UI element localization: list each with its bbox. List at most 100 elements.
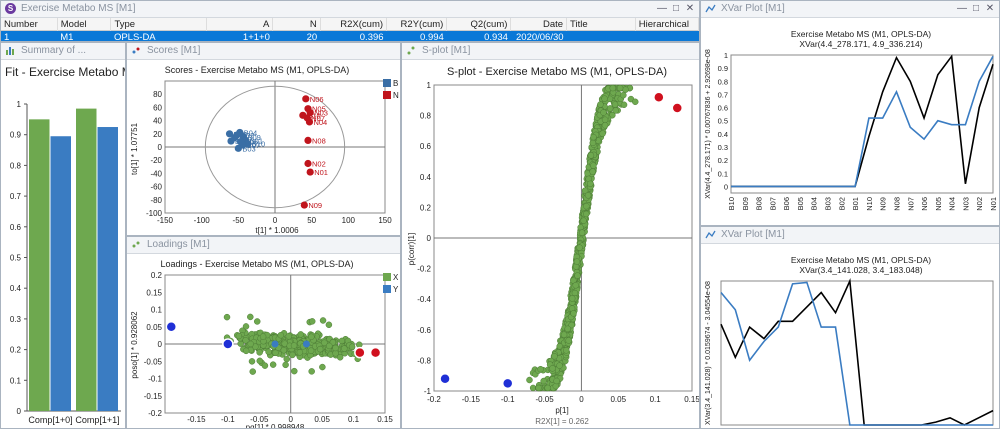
data-point [319,317,327,324]
data-point [348,343,356,351]
data-point [576,244,583,251]
column-header[interactable]: Number [1,18,58,31]
xvar1-window-title: XVar Plot [M1] [721,3,785,14]
scores-chart: Scores - Exercise Metabo MS (M1, OPLS-DA… [130,65,399,235]
point-label: N05 [312,105,326,114]
legend-label: Y [393,285,399,294]
data-point [272,349,279,357]
data-point [597,101,604,108]
column-header[interactable]: Date [510,18,568,31]
scores-window-titlebar[interactable]: Scores [M1] [127,43,400,60]
loadings-window-titlebar[interactable]: Loadings [M1] [127,237,400,254]
column-header[interactable]: R2Y(cum) [386,18,448,31]
column-header[interactable]: Title [566,18,636,31]
y-variable-point [271,340,279,348]
highlighted-point [354,346,366,359]
line-chart-icon [705,4,716,13]
data-point [584,192,592,199]
series-line [731,55,994,188]
data-point [589,168,596,175]
data-point [304,136,312,144]
column-header[interactable]: A [206,18,274,31]
column-header[interactable]: Hierarchical [635,18,699,31]
y-tick-label: 0.05 [146,323,162,332]
y-tick-label: -0.15 [144,392,163,401]
data-point [580,217,587,224]
data-point [304,159,312,168]
close-button[interactable]: ✕ [985,3,995,14]
data-point [233,131,241,139]
y-tick-label: 0.1 [718,169,728,178]
x-tick-label: -100 [194,216,211,225]
y-tick-label: -20 [150,156,162,165]
y-tick-label: -80 [150,196,162,205]
summary-chart: 0 0.1 0.2 0.3 0.4 0.5 0.6 0.7 0.8 0.9 1 Comp[1+0] Co… [10,100,121,425]
x-tick-label: 100 [342,216,356,225]
x-tick-label: B07 [768,197,777,210]
y-tick-label: 0.2 [10,346,22,355]
y-tick-label: 0 [724,182,728,191]
table-row[interactable]: 1 M1 OPLS-DA 1+1+0 20 0.396 0.994 0.934 2020/06/… [1,30,699,42]
loadings-title: Loadings - Exercise Metabo MS (M1, OPLS-… [160,259,353,269]
data-point [556,362,563,369]
highlighted-point [222,338,234,350]
column-header[interactable]: Model [57,18,112,31]
data-point [616,84,624,92]
column-header[interactable]: Type [110,18,208,31]
data-point [590,162,597,169]
x-tick-label: 0.1 [348,415,360,424]
models-window-title: Exercise Metabo MS [M1] [21,3,136,14]
x-tick-label: -0.2 [427,395,441,404]
point-label: N06 [310,95,324,104]
x-tick-label: -0.05 [535,395,554,404]
y-tick-label: 80 [153,90,162,99]
close-button[interactable]: ✕ [685,3,695,14]
y-tick-label: 0.2 [718,156,728,165]
y-tick-label: -0.2 [148,409,162,418]
xvar2-window-titlebar[interactable]: XVar Plot [M1] [701,227,999,244]
models-window-titlebar[interactable]: S Exercise Metabo MS [M1] — □ ✕ [1,1,699,18]
column-header[interactable]: Q2(cum) [446,18,512,31]
data-point [583,202,590,210]
point-label: N02 [312,160,326,169]
scores-window-title: Scores [M1] [147,45,201,56]
data-point [601,95,608,102]
point-label: N08 [312,136,326,145]
xvar1-window-titlebar[interactable]: XVar Plot [M1] — □ ✕ [701,1,999,18]
maximize-button[interactable]: □ [672,3,680,14]
minimize-button[interactable]: — [657,3,667,14]
table-cell: 20 [306,31,318,42]
x-tick-label: B03 [824,197,833,210]
data-point [242,337,249,344]
scatter-icon [132,241,140,248]
point-label: B09 [247,133,260,142]
x-tick-label: -50 [233,216,245,225]
highlighted-point [653,91,665,103]
summary-window-titlebar[interactable]: Summary of ... [1,43,125,60]
data-point [285,333,293,340]
xvar-title: Exercise Metabo MS (M1, OPLS-DA) [791,255,931,265]
y-axis-label: XVar(4.4_278.171) * 0.00767836 + 2.92698… [705,49,712,199]
data-point [235,332,243,340]
y-tick-label: 0 [17,407,22,416]
column-header[interactable]: R2X(cum) [320,18,388,31]
data-point [225,130,234,138]
data-point [540,377,547,385]
x-tick-label: 0.05 [314,415,330,424]
column-header[interactable]: N [272,18,321,31]
bar [29,119,50,411]
y-axis-label: XVar(3.4_141.028) * 0.0159674 - 3.04554e… [705,281,712,425]
data-point [341,345,348,352]
minimize-button[interactable]: — [957,3,967,14]
xvar1-chart: Exercise Metabo MS (M1, OPLS-DA)XVar(4.4… [705,29,998,211]
splot-window-titlebar[interactable]: S-plot [M1] [402,43,699,60]
x-axis-label: t[1] * 1.0006 [255,226,299,235]
y-tick-label: -0.05 [144,357,163,366]
y-tick-label: 0.6 [10,223,22,232]
maximize-button[interactable]: □ [972,3,980,14]
data-point [296,349,304,356]
data-point [321,339,328,347]
data-point [236,138,245,146]
x-tick-label: B04 [810,197,819,210]
x-tick-label: N02 [975,197,984,211]
